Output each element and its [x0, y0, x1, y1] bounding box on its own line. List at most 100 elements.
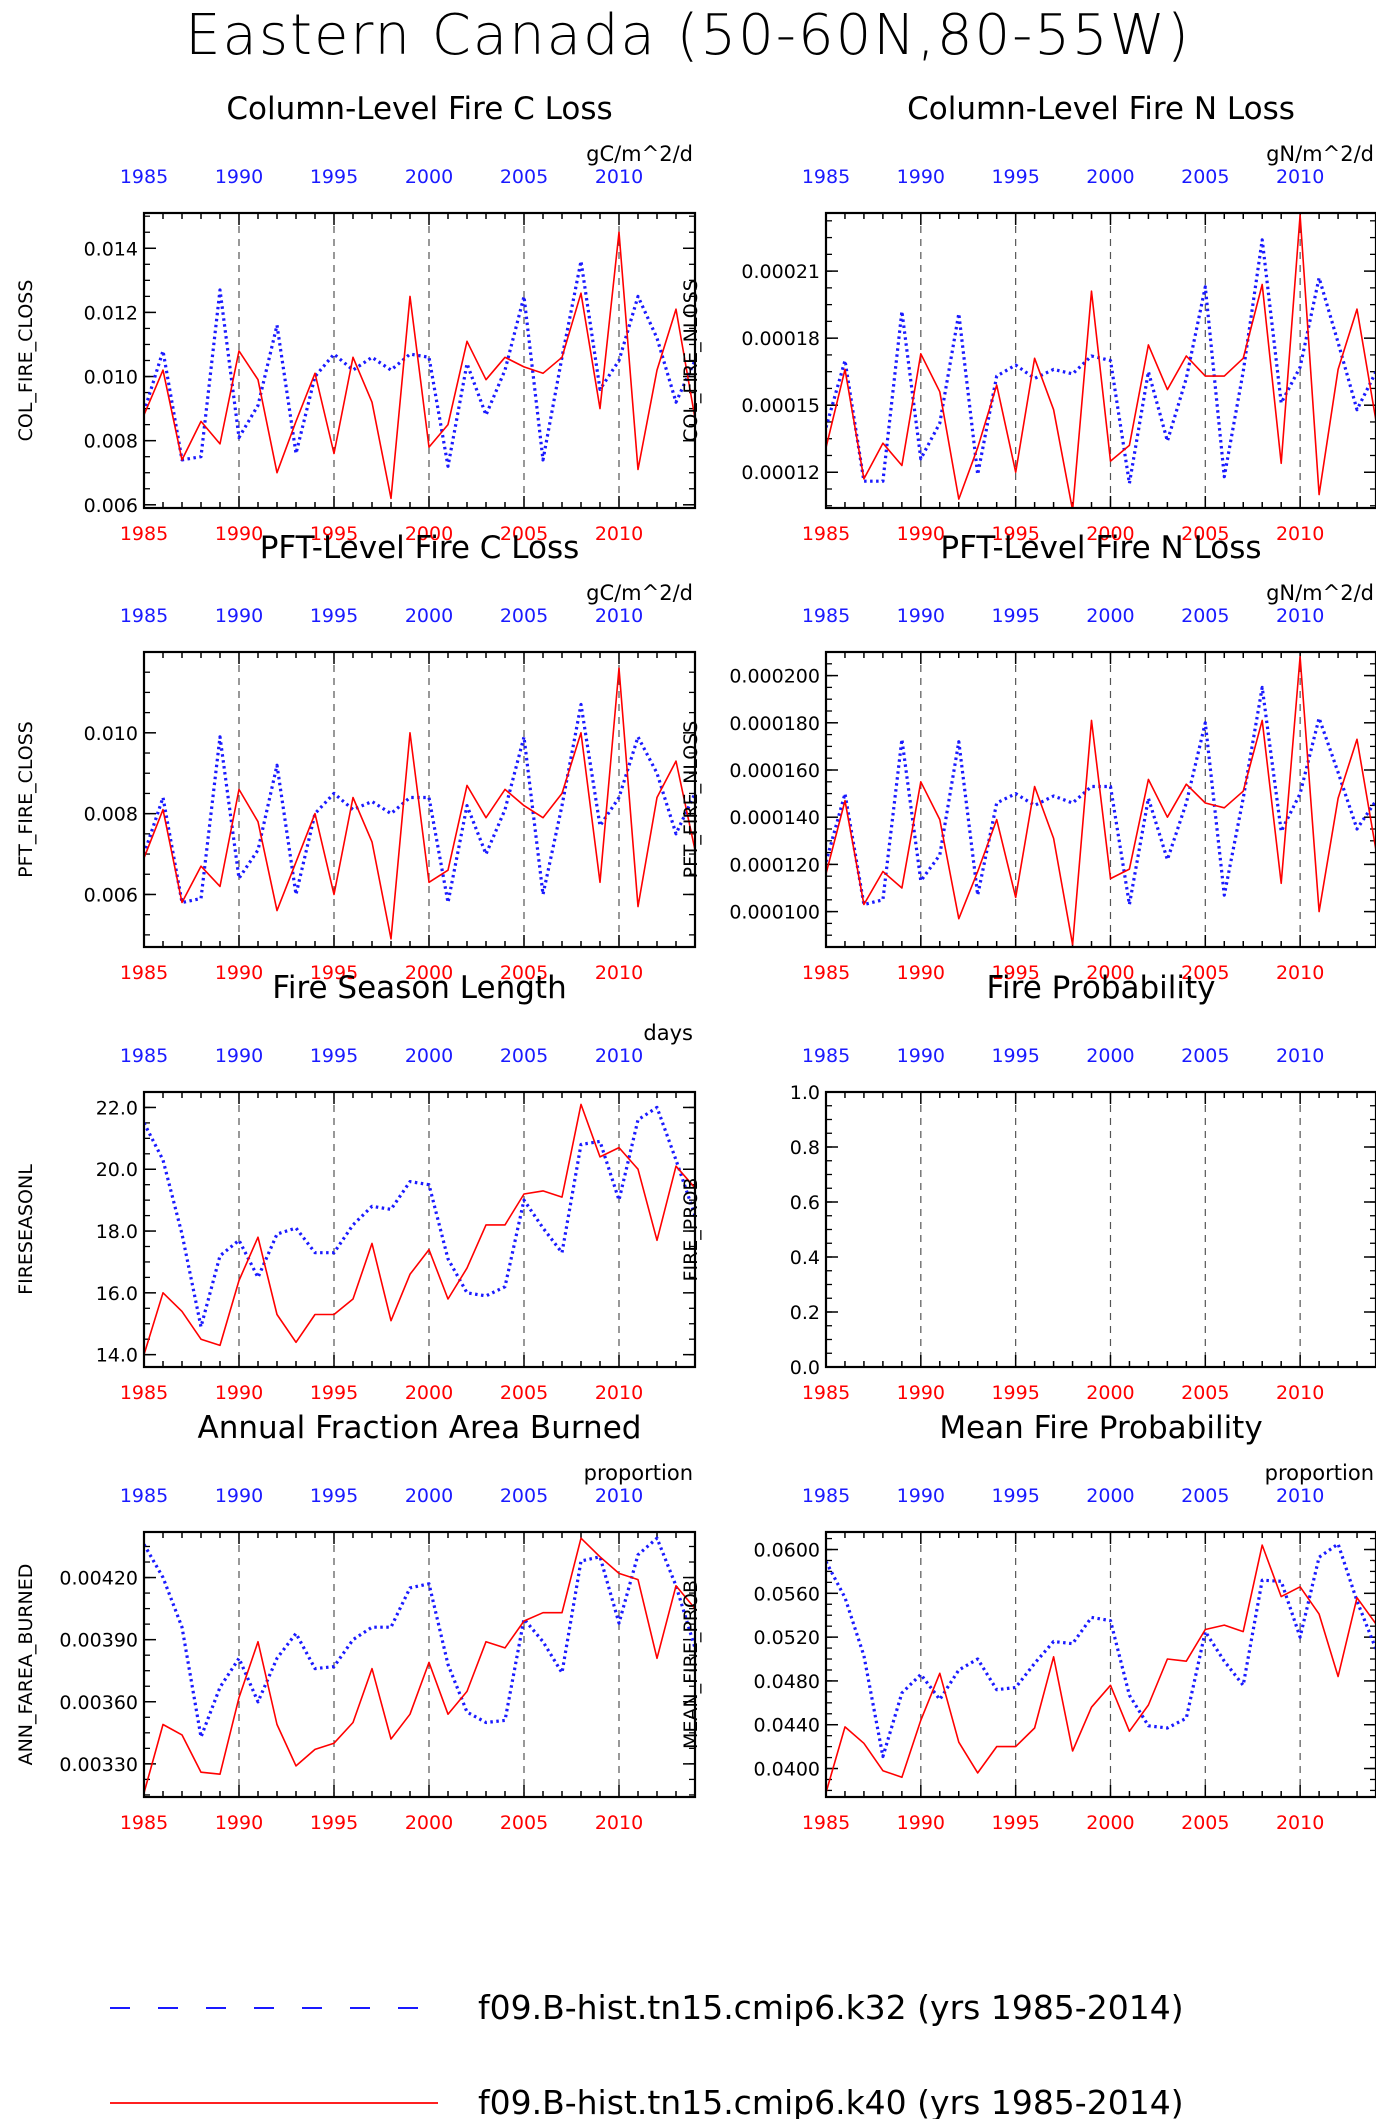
x-tick-label-top: 1985 [120, 1485, 168, 1507]
y-tick-label: 0.006 [84, 495, 138, 517]
x-tick-label-bottom: 1990 [215, 1812, 263, 1834]
y-tick-label: 0.010 [84, 367, 138, 389]
x-tick-label-bottom: 1995 [991, 1812, 1039, 1834]
x-tick-label-top: 2000 [1086, 1045, 1134, 1067]
x-tick-label-bottom: 2000 [1086, 962, 1134, 984]
x-tick-label-top: 1985 [802, 166, 850, 188]
y-axis-label: PFT_FIRE_NLOSS [680, 721, 702, 879]
x-tick-label-top: 2010 [595, 166, 643, 188]
chart-panel-5: Fire Season Length days 1985 1985 1990 1990 19… [15, 970, 697, 1404]
panel-title: Column-Level Fire C Loss [226, 91, 612, 127]
x-tick-label-bottom: 2005 [500, 523, 548, 545]
x-tick-label-bottom: 2000 [1086, 1812, 1134, 1834]
x-tick-label-top: 2000 [1086, 166, 1134, 188]
x-tick-label-top: 2010 [1276, 605, 1324, 627]
x-tick-label-bottom: 1985 [802, 523, 850, 545]
series-line-k40 [144, 1103, 695, 1355]
series-line-k40 [144, 667, 695, 940]
y-tick-label: 0.000140 [729, 807, 820, 829]
units-label: gC/m^2/d [586, 581, 693, 605]
legend-label: f09.B-hist.tn15.cmip6.k40 (yrs 1985-2014… [478, 2083, 1184, 2119]
y-tick-label: 0.012 [84, 302, 138, 324]
y-tick-label: 0.0520 [754, 1627, 820, 1649]
y-tick-label: 0.00330 [59, 1754, 138, 1776]
y-tick-label: 0.4 [790, 1247, 820, 1269]
series-line-k32 [144, 1105, 695, 1329]
x-tick-label-bottom: 2010 [595, 1812, 643, 1834]
x-tick-label-top: 1990 [897, 1045, 945, 1067]
plot-frame [824, 1090, 1376, 1369]
y-tick-label: 0.00012 [741, 462, 820, 484]
x-tick-label-top: 1995 [991, 1485, 1039, 1507]
x-tick-label-bottom: 2010 [595, 962, 643, 984]
units-label: proportion [1265, 1461, 1374, 1485]
plot-frame [142, 211, 697, 510]
y-tick-label: 0.0 [790, 1357, 820, 1379]
y-tick-label: 20.0 [96, 1159, 138, 1181]
x-tick-label-bottom: 2005 [1181, 1812, 1229, 1834]
plot-frame [142, 650, 697, 949]
x-tick-label-bottom: 1985 [120, 523, 168, 545]
x-tick-label-bottom: 1990 [215, 962, 263, 984]
panel-title: Column-Level Fire N Loss [907, 91, 1295, 127]
x-tick-label-top: 1995 [310, 166, 358, 188]
x-tick-label-bottom: 2005 [1181, 962, 1229, 984]
x-tick-label-top: 2000 [1086, 1485, 1134, 1507]
chart-panel-6: Fire Probability 1985 1985 1990 1990 1995 1995… [680, 970, 1376, 1404]
y-tick-label: 0.8 [790, 1137, 820, 1159]
series-line-k32 [826, 1542, 1376, 1759]
figure-title: Eastern Canada (50-60N,80-55W) [185, 3, 1191, 68]
x-tick-label-bottom: 1985 [802, 962, 850, 984]
x-tick-label-bottom: 2000 [405, 962, 453, 984]
chart-panel-7: Annual Fraction Area Burned proportion 198… [15, 1410, 697, 1834]
y-tick-label: 0.00360 [59, 1692, 138, 1714]
y-axis-label: COL_FIRE_NLOSS [680, 279, 702, 442]
panel-title: PFT-Level Fire C Loss [260, 530, 580, 566]
x-tick-label-bottom: 2010 [1276, 1812, 1324, 1834]
x-tick-label-bottom: 1990 [897, 1382, 945, 1404]
panel-title: Mean Fire Probability [939, 1410, 1262, 1446]
x-tick-label-bottom: 2000 [1086, 1382, 1134, 1404]
x-tick-label-top: 1990 [215, 166, 263, 188]
y-axis-label: MEAN_FIRE_PROB [680, 1580, 702, 1749]
units-label: proportion [584, 1461, 693, 1485]
x-tick-label-bottom: 1995 [310, 1382, 358, 1404]
x-tick-label-bottom: 1995 [991, 523, 1039, 545]
x-tick-label-top: 2010 [595, 1485, 643, 1507]
chart-panel-1: Column-Level Fire C Loss gC/m^2/d 1985 1985… [15, 91, 697, 545]
y-tick-label: 0.00018 [741, 328, 820, 350]
x-tick-label-top: 1995 [991, 166, 1039, 188]
x-tick-label-bottom: 1995 [310, 523, 358, 545]
x-tick-label-top: 2000 [405, 166, 453, 188]
y-axis-label: ANN_FAREA_BURNED [15, 1564, 37, 1766]
panel-title: Annual Fraction Area Burned [198, 1410, 642, 1446]
x-tick-label-top: 2005 [1181, 1045, 1229, 1067]
units-label: gN/m^2/d [1266, 581, 1374, 605]
x-tick-label-bottom: 2005 [500, 1812, 548, 1834]
panel-title: Fire Probability [986, 970, 1215, 1006]
x-tick-label-bottom: 2005 [500, 1382, 548, 1404]
y-tick-label: 22.0 [96, 1097, 138, 1119]
x-tick-label-top: 2005 [1181, 166, 1229, 188]
x-tick-label-top: 2005 [1181, 1485, 1229, 1507]
x-tick-label-top: 1985 [802, 605, 850, 627]
x-tick-label-top: 1995 [310, 605, 358, 627]
x-tick-label-top: 2010 [1276, 1045, 1324, 1067]
x-tick-label-bottom: 1995 [310, 1812, 358, 1834]
units-label: gC/m^2/d [586, 142, 693, 166]
x-tick-label-top: 1995 [991, 605, 1039, 627]
y-tick-label: 0.008 [84, 431, 138, 453]
x-tick-label-bottom: 2010 [1276, 1382, 1324, 1404]
y-tick-label: 0.000160 [729, 760, 820, 782]
x-tick-label-bottom: 2005 [500, 962, 548, 984]
x-tick-label-top: 1985 [120, 166, 168, 188]
legend: f09.B-hist.tn15.cmip6.k32 (yrs 1985-2014… [110, 1988, 1184, 2119]
x-tick-label-top: 1995 [310, 1485, 358, 1507]
plot-frame [142, 1090, 697, 1369]
x-tick-label-bottom: 2010 [1276, 523, 1324, 545]
x-tick-label-top: 1985 [802, 1045, 850, 1067]
